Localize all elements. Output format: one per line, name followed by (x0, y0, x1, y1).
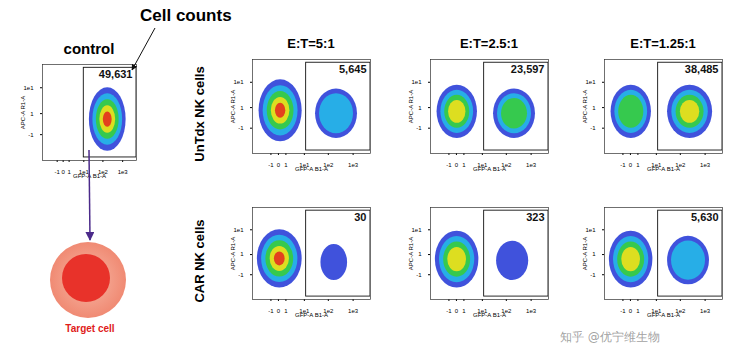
svg-text:GFP-A B1-A: GFP-A B1-A (473, 312, 506, 318)
svg-text:5,645: 5,645 (339, 63, 367, 75)
svg-text:-1: -1 (268, 162, 274, 168)
svg-text:1e1: 1e1 (585, 79, 596, 85)
html-text:E:T=2.5:1: E:T=2.5:1 (459, 36, 519, 51)
svg-text:-1: -1 (620, 162, 626, 168)
svg-text:-1: -1 (268, 308, 274, 314)
svg-text:0: 0 (61, 169, 65, 175)
svg-text:1e3: 1e3 (526, 162, 537, 168)
html-text:E:T=5:1: E:T=5:1 (287, 36, 335, 51)
svg-text:0: 0 (277, 162, 281, 168)
svg-text:GFP-A B1-A: GFP-A B1-A (647, 166, 680, 172)
svg-text:1: 1 (67, 169, 71, 175)
svg-text:-1: -1 (620, 308, 626, 314)
svg-text:APC-A R1-A: APC-A R1-A (408, 237, 414, 270)
svg-text:1e3: 1e3 (700, 308, 711, 314)
svg-text:1e1: 1e1 (23, 85, 34, 91)
svg-text:1e1: 1e1 (233, 79, 244, 85)
svg-text:1e1: 1e1 (233, 227, 244, 233)
svg-text:1e1: 1e1 (585, 227, 596, 233)
svg-text:1: 1 (240, 105, 244, 111)
svg-text:1: 1 (418, 251, 422, 257)
svg-text:1: 1 (462, 162, 466, 168)
html-text:E:T=1.25:1: E:T=1.25:1 (630, 36, 696, 51)
svg-text:1: 1 (462, 308, 466, 314)
svg-text:0: 0 (629, 308, 633, 314)
svg-text:-1: -1 (590, 125, 596, 131)
html-text:UnTdx NK cells: UnTdx NK cells (192, 66, 207, 162)
svg-text:1: 1 (592, 105, 596, 111)
svg-text:1e2: 1e2 (323, 161, 334, 168)
svg-text:GFP-A B1-A: GFP-A B1-A (295, 166, 328, 172)
svg-text:1e1: 1e1 (411, 79, 422, 85)
svg-text:1e2: 1e2 (501, 307, 512, 314)
svg-text:1e3: 1e3 (118, 169, 129, 175)
html-text:知乎 @优宁维生物: 知乎 @优宁维生物 (560, 330, 660, 344)
svg-text:GFP-A B1-A: GFP-A B1-A (73, 173, 106, 179)
svg-text:5,630: 5,630 (691, 211, 719, 223)
svg-text:GFP-A B1-A: GFP-A B1-A (295, 312, 328, 318)
svg-text:1: 1 (30, 111, 34, 117)
svg-text:0: 0 (277, 308, 281, 314)
svg-text:0: 0 (629, 162, 633, 168)
svg-text:APC-A R1-A: APC-A R1-A (230, 237, 236, 270)
svg-text:-1: -1 (416, 125, 422, 131)
html-text:Target cell: Target cell (65, 323, 115, 334)
svg-text:1e2: 1e2 (323, 307, 334, 314)
svg-text:38,485: 38,485 (685, 63, 719, 75)
svg-text:-1: -1 (416, 272, 422, 278)
svg-text:APC-A R1-A: APC-A R1-A (230, 90, 236, 123)
svg-text:1: 1 (418, 105, 422, 111)
svg-text:1e2: 1e2 (501, 161, 512, 168)
svg-text:1: 1 (284, 162, 288, 168)
html-text:Cell counts: Cell counts (140, 6, 232, 25)
svg-text:1: 1 (592, 251, 596, 257)
html-text:control: control (63, 40, 115, 57)
svg-text:23,597: 23,597 (511, 63, 545, 75)
svg-text:1e2: 1e2 (675, 161, 686, 168)
svg-text:-1: -1 (446, 162, 452, 168)
svg-text:GFP-A B1-A: GFP-A B1-A (473, 166, 506, 172)
svg-text:-1: -1 (446, 308, 452, 314)
svg-text:-1: -1 (590, 272, 596, 278)
svg-text:1e3: 1e3 (526, 308, 537, 314)
svg-text:1e3: 1e3 (348, 162, 359, 168)
svg-text:APC-A R1-A: APC-A R1-A (20, 96, 26, 129)
svg-text:APC-A R1-A: APC-A R1-A (582, 90, 588, 123)
svg-text:-1: -1 (28, 132, 34, 138)
svg-text:1: 1 (636, 308, 640, 314)
svg-text:1e3: 1e3 (700, 162, 711, 168)
svg-text:-1: -1 (238, 272, 244, 278)
svg-text:323: 323 (526, 211, 544, 223)
svg-text:-1: -1 (55, 169, 61, 175)
svg-text:1e1: 1e1 (411, 227, 422, 233)
svg-text:1e3: 1e3 (348, 308, 359, 314)
svg-text:1e2: 1e2 (675, 307, 686, 314)
svg-text:49,631: 49,631 (99, 68, 133, 80)
svg-text:-1: -1 (238, 125, 244, 131)
html-text:CAR NK cells: CAR NK cells (192, 219, 207, 303)
svg-text:1: 1 (636, 162, 640, 168)
svg-text:APC-A R1-A: APC-A R1-A (408, 90, 414, 123)
svg-text:APC-A R1-A: APC-A R1-A (582, 237, 588, 270)
svg-text:0: 0 (455, 162, 459, 168)
svg-text:GFP-A B1-A: GFP-A B1-A (647, 312, 680, 318)
svg-text:1: 1 (240, 251, 244, 257)
svg-text:30: 30 (354, 211, 366, 223)
svg-text:0: 0 (455, 308, 459, 314)
svg-text:1: 1 (284, 308, 288, 314)
